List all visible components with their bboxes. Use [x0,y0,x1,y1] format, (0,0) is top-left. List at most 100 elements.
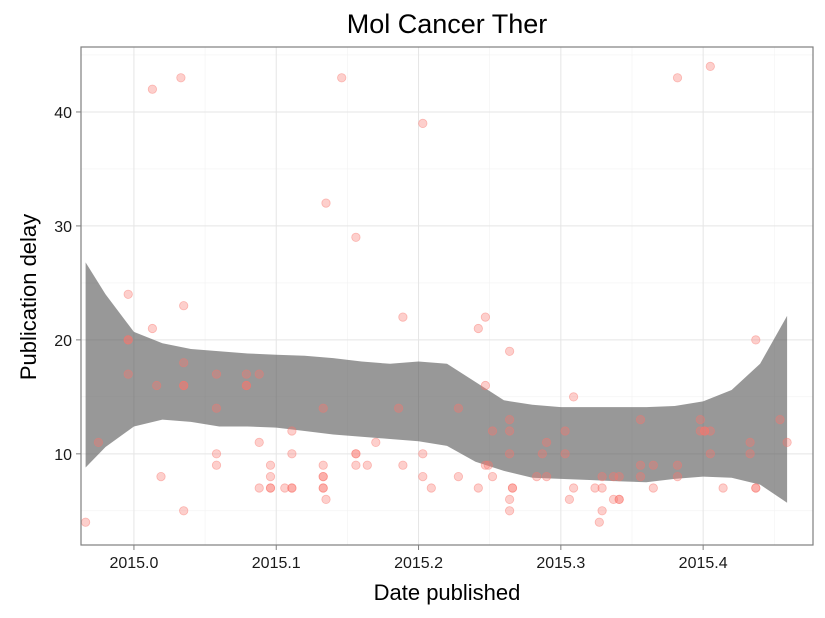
data-point [287,426,297,436]
data-point [265,471,276,482]
data-point [123,335,133,345]
data-point [318,460,328,470]
data-point [156,471,166,482]
data-point [179,358,189,368]
data-point [695,426,705,436]
data-point [93,437,104,447]
data-point [254,369,264,379]
data-point [504,494,515,504]
data-point [480,380,490,391]
data-point [532,471,542,482]
data-point [287,449,297,459]
data-point [398,460,408,470]
data-point [537,449,547,459]
data-point [321,494,331,504]
data-point [280,483,290,493]
data-point [418,449,428,459]
data-point [147,84,157,94]
data-point [123,369,133,379]
data-point [699,426,710,436]
data-point [318,483,328,493]
data-point [560,426,570,436]
data-point [179,380,189,391]
data-point [541,437,552,447]
data-point [211,449,222,459]
data-point [672,73,683,83]
data-point [635,414,646,425]
data-point [254,483,264,493]
data-point [608,471,619,482]
data-point [745,449,755,459]
chart-title: Mol Cancer Ther [347,9,548,39]
data-point [775,414,785,425]
data-point [635,460,646,470]
data-point [351,449,361,459]
data-point [751,335,761,345]
data-point [705,426,715,436]
data-point [81,517,91,527]
data-point [480,460,490,470]
x-tick-label: 2015.0 [109,555,158,572]
data-point [751,483,761,493]
data-point [507,483,518,493]
data-point [371,437,381,447]
smooth-band [85,262,788,503]
data-point [318,471,328,482]
data-point [351,449,361,459]
data-point [597,471,607,482]
data-point [265,460,276,470]
data-point [179,301,189,311]
data-point [560,449,570,459]
data-point [705,61,715,72]
data-point [211,369,222,379]
y-tick-label: 10 [54,447,72,464]
data-point [398,312,408,322]
data-point [211,460,222,470]
data-point [672,471,683,482]
data-point [487,471,498,482]
data-point [635,471,646,482]
y-tick-label: 40 [54,105,72,122]
data-point [597,483,607,493]
data-point [597,506,607,516]
x-tick-label: 2015.4 [679,555,728,572]
data-point [614,494,624,504]
data-point [507,483,518,493]
data-point [123,289,133,299]
data-point [393,403,404,413]
data-point [614,494,624,504]
data-point [504,426,515,436]
data-point [473,483,483,493]
data-point [318,483,328,493]
data-point [321,198,331,208]
data-point [418,471,428,482]
data-point [751,483,761,493]
data-point [453,471,463,482]
data-point [672,460,683,470]
data-point [318,403,328,413]
x-tick-label: 2015.2 [394,555,443,572]
data-point [614,471,624,482]
data-points [81,61,792,527]
data-point [480,312,490,322]
data-point [705,449,715,459]
data-point [504,449,515,459]
data-point [147,323,157,334]
data-point [648,483,658,493]
data-point [568,392,579,402]
y-tick-label: 30 [54,219,72,236]
data-point [487,426,498,436]
x-tick-label: 2015.1 [252,555,301,572]
data-point [718,483,728,493]
data-point [590,483,600,493]
panel-border [80,46,814,546]
data-point [504,506,515,516]
data-point [152,380,162,391]
data-point [179,380,189,391]
data-point [483,460,493,470]
axis-ticks: 2015.0 2015.1 2015.2 2015.3 2015.4 10 20 30 40 [54,105,728,572]
data-point [608,494,619,504]
data-point [541,471,552,482]
data-point [695,414,705,425]
